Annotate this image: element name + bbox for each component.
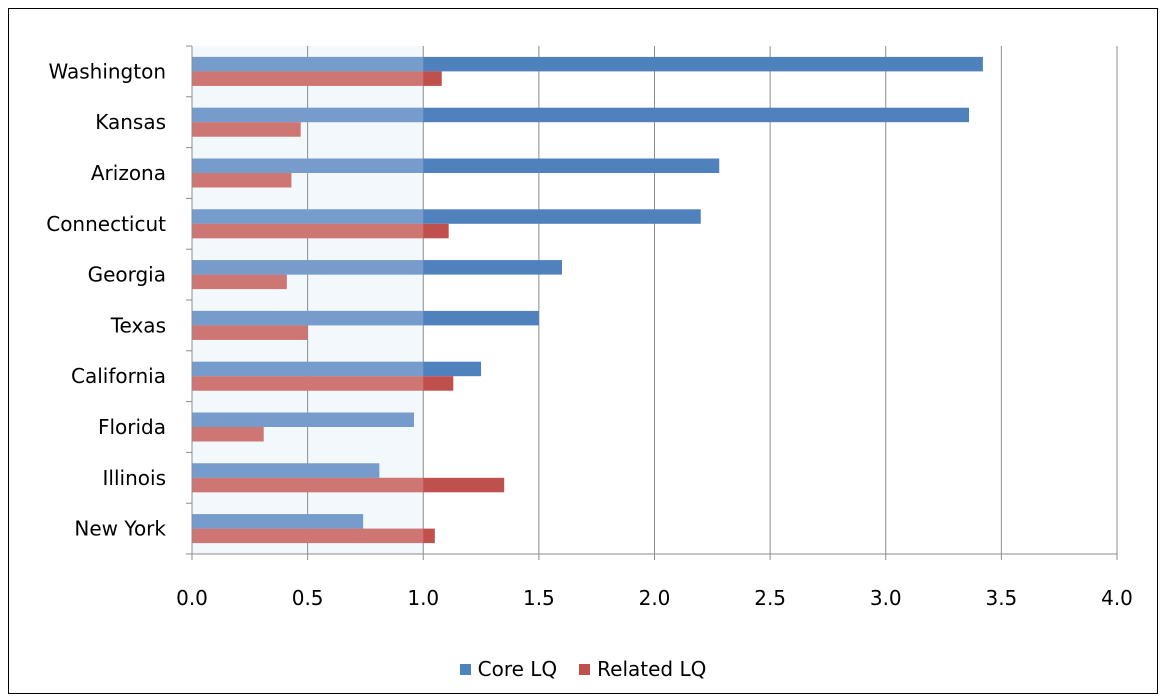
bar-core-lq-connecticut-band-tint bbox=[192, 209, 424, 224]
bar-related-lq-connecticut bbox=[192, 223, 449, 239]
bar-related-lq-georgia bbox=[192, 274, 287, 290]
x-tick-label: 1.5 bbox=[523, 586, 555, 610]
x-tick-label: 1.0 bbox=[407, 586, 439, 610]
category-label-arizona: Arizona bbox=[91, 161, 166, 185]
bar-core-lq-california bbox=[192, 361, 482, 377]
bar-related-lq-kansas-band-tint bbox=[192, 122, 301, 137]
bar-related-lq-illinois bbox=[192, 477, 505, 493]
bar-related-lq-new-york-band-tint bbox=[192, 528, 424, 544]
chart-frame: 0.0 0.5 1.0 1.5 2.0 2.5 3.0 3.5 4.0 Washington Kan… bbox=[8, 8, 1158, 694]
legend-swatch-related-lq bbox=[579, 663, 591, 675]
bar-related-lq-florida-band-tint bbox=[192, 427, 264, 442]
x-tick-label: 3.0 bbox=[870, 586, 902, 610]
category-label-california: California bbox=[71, 364, 166, 388]
legend-item-core-lq: Core LQ bbox=[459, 657, 558, 681]
legend-item-related-lq: Related LQ bbox=[579, 657, 706, 681]
legend-label-related-lq: Related LQ bbox=[597, 657, 707, 681]
bar-related-lq-washington-band-tint bbox=[192, 71, 424, 86]
bar-related-lq-illinois-band-tint bbox=[192, 477, 424, 493]
category-label-illinois: Illinois bbox=[103, 466, 166, 490]
bar-related-lq-georgia-band-tint bbox=[192, 274, 287, 290]
bar-core-lq-washington bbox=[192, 56, 983, 72]
category-label-kansas: Kansas bbox=[95, 110, 166, 134]
bar-chart: 0.0 0.5 1.0 1.5 2.0 2.5 3.0 3.5 4.0 Washington Kan… bbox=[46, 45, 1133, 610]
bar-core-lq-illinois-band-tint bbox=[192, 463, 380, 478]
bar-core-lq-florida-band-tint bbox=[192, 412, 414, 427]
bar-core-lq-georgia-band-tint bbox=[192, 260, 424, 275]
category-label-florida: Florida bbox=[98, 415, 166, 439]
bar-core-lq-washington-band-tint bbox=[192, 56, 424, 72]
bar-related-lq-new-york bbox=[192, 528, 435, 544]
bar-related-lq-kansas bbox=[192, 122, 301, 137]
bar-core-lq-texas bbox=[192, 310, 539, 326]
x-tick-label: 2.0 bbox=[639, 586, 671, 610]
bar-related-lq-texas bbox=[192, 325, 308, 340]
legend: Core LQ Related LQ bbox=[9, 657, 1157, 681]
bar-core-lq-illinois bbox=[192, 463, 380, 478]
bar-related-lq-connecticut-band-tint bbox=[192, 223, 424, 239]
legend-label-core-lq: Core LQ bbox=[477, 657, 558, 681]
bar-core-lq-arizona bbox=[192, 158, 720, 173]
bar-related-lq-arizona bbox=[192, 173, 292, 188]
bar-core-lq-kansas bbox=[192, 107, 969, 123]
x-tick-label: 0.0 bbox=[176, 586, 208, 610]
category-label-texas: Texas bbox=[110, 313, 166, 337]
category-label-georgia: Georgia bbox=[88, 263, 166, 287]
bar-core-lq-kansas-band-tint bbox=[192, 107, 424, 123]
category-label-washington: Washington bbox=[48, 59, 166, 83]
bar-core-lq-florida bbox=[192, 412, 414, 427]
bar-core-lq-georgia bbox=[192, 260, 562, 275]
x-tick-label: 0.5 bbox=[292, 586, 324, 610]
bar-core-lq-texas-band-tint bbox=[192, 310, 424, 326]
bar-related-lq-arizona-band-tint bbox=[192, 173, 292, 188]
bar-related-lq-california bbox=[192, 376, 454, 391]
bar-related-lq-california-band-tint bbox=[192, 376, 424, 391]
bar-core-lq-new-york-band-tint bbox=[192, 514, 364, 529]
x-tick-label: 4.0 bbox=[1101, 586, 1133, 610]
x-tick-label: 3.5 bbox=[985, 586, 1017, 610]
category-label-connecticut: Connecticut bbox=[46, 212, 166, 236]
bar-core-lq-arizona-band-tint bbox=[192, 158, 424, 173]
bar-core-lq-connecticut bbox=[192, 209, 701, 224]
x-tick-label: 2.5 bbox=[754, 586, 786, 610]
bar-core-lq-california-band-tint bbox=[192, 361, 424, 377]
bar-related-lq-florida bbox=[192, 427, 264, 442]
category-label-new-york: New York bbox=[74, 517, 166, 541]
bar-related-lq-washington bbox=[192, 71, 442, 86]
legend-swatch-core-lq bbox=[459, 663, 471, 675]
bar-related-lq-texas-band-tint bbox=[192, 325, 308, 340]
bar-core-lq-new-york bbox=[192, 514, 364, 529]
